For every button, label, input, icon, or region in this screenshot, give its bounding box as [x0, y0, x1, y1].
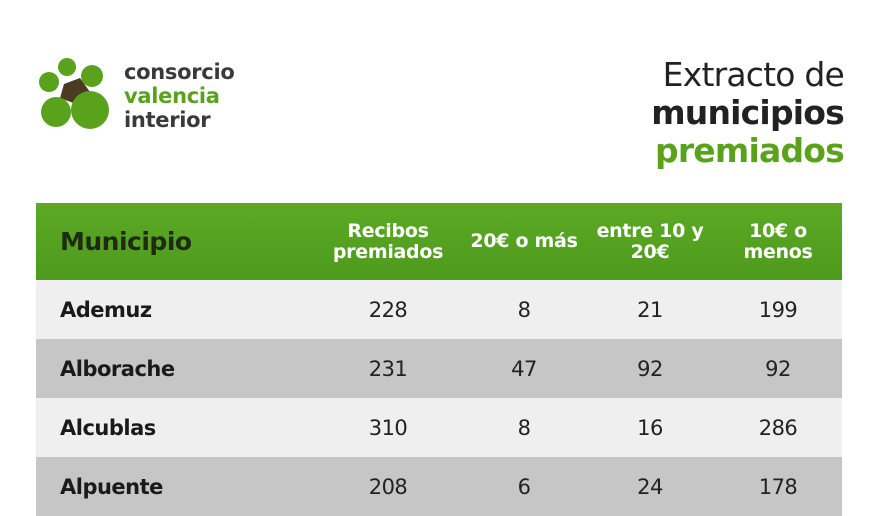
cell-entre-10-y-20: 24: [586, 457, 714, 516]
title-line-2: municipios: [651, 93, 845, 132]
cell-entre-10-y-20: 16: [586, 398, 714, 457]
cell-10-o-menos: 178: [714, 457, 842, 516]
cell-municipio: Alcublas: [36, 398, 314, 457]
cell-10-o-menos: 286: [714, 398, 842, 457]
logo-text: consorcio valencia interior: [124, 60, 235, 132]
cell-20-o-mas: 47: [462, 339, 586, 398]
header-recibos-premiados: Recibos premiados: [314, 203, 462, 280]
page-title: Extracto de municipios premiados: [651, 55, 845, 170]
table-row: Ademuz 228 8 21 199: [36, 280, 842, 339]
cell-20-o-mas: 8: [462, 398, 586, 457]
cell-20-o-mas: 6: [462, 457, 586, 516]
cell-municipio: Ademuz: [36, 280, 314, 339]
table-row: Alpuente 208 6 24 178: [36, 457, 842, 516]
cell-20-o-mas: 8: [462, 280, 586, 339]
cell-municipio: Alpuente: [36, 457, 314, 516]
logo: consorcio valencia interior: [34, 56, 235, 136]
header-entre-10-y-20: entre 10 y 20€: [586, 203, 714, 280]
cell-10-o-menos: 92: [714, 339, 842, 398]
logo-circles-icon: [39, 58, 109, 129]
cell-entre-10-y-20: 92: [586, 339, 714, 398]
logo-line-2: valencia: [124, 84, 220, 108]
title-line-3: premiados: [655, 131, 845, 170]
table-row: Alborache 231 47 92 92: [36, 339, 842, 398]
logo-line-1: consorcio: [124, 60, 235, 84]
logo-line-3: interior: [124, 108, 211, 132]
header-20-o-mas: 20€ o más: [462, 203, 586, 280]
title-line-1: Extracto de: [662, 55, 845, 94]
cell-recibos: 231: [314, 339, 462, 398]
table-row: Alcublas 310 8 16 286: [36, 398, 842, 457]
table-header-row: Municipio Recibos premiados 20€ o más en…: [36, 203, 842, 280]
cell-municipio: Alborache: [36, 339, 314, 398]
header-10-o-menos: 10€ o menos: [714, 203, 842, 280]
municipios-table: Municipio Recibos premiados 20€ o más en…: [36, 203, 842, 516]
cell-recibos: 228: [314, 280, 462, 339]
header-municipio: Municipio: [36, 203, 314, 280]
cell-entre-10-y-20: 21: [586, 280, 714, 339]
cell-recibos: 310: [314, 398, 462, 457]
cell-recibos: 208: [314, 457, 462, 516]
cell-10-o-menos: 199: [714, 280, 842, 339]
